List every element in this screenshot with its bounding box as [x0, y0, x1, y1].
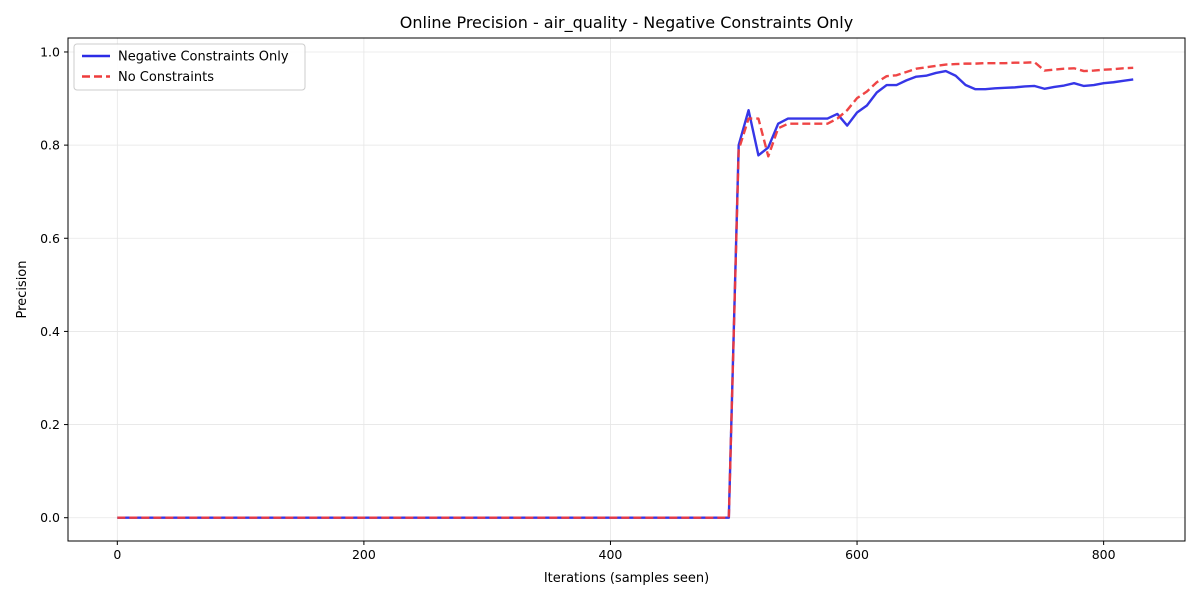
x-axis-label: Iterations (samples seen): [544, 571, 709, 586]
y-axis-label: Precision: [15, 260, 30, 318]
axis-ticks: 0 200 400 600 800 0.0 0.2 0.4 0.6 0.8 1.0: [40, 44, 1115, 562]
y-tick-label: 1.0: [40, 44, 60, 59]
y-tick-label: 0.0: [40, 510, 60, 525]
grid-lines: [68, 38, 1185, 541]
y-tick-label: 0.6: [40, 231, 60, 246]
plot-series: [117, 61, 1134, 519]
y-tick-label: 0.4: [40, 324, 60, 339]
x-tick-label: 600: [845, 547, 869, 562]
x-tick-label: 800: [1092, 547, 1116, 562]
chart-title: Online Precision - air_quality - Negativ…: [400, 13, 853, 33]
legend: Negative Constraints Only No Constraints: [73, 43, 306, 91]
x-tick-label: 200: [352, 547, 376, 562]
series-line-0: [117, 69, 1134, 519]
y-tick-label: 0.8: [40, 138, 60, 153]
x-tick-label: 0: [113, 547, 121, 562]
series-line-1: [117, 61, 1134, 519]
y-tick-label: 0.2: [40, 417, 60, 432]
plot-frame: [67, 37, 1186, 542]
legend-label: Negative Constraints Only: [118, 50, 289, 65]
legend-box: [73, 43, 306, 91]
x-tick-label: 400: [599, 547, 623, 562]
legend-label: No Constraints: [118, 70, 214, 85]
